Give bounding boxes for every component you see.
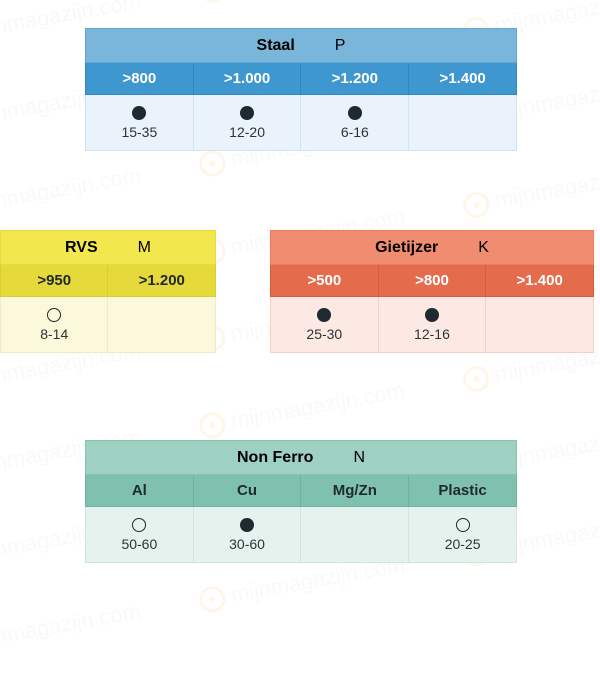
col-header: >1.400 <box>409 63 517 95</box>
value-cell: 25-30 <box>271 297 379 353</box>
value-cell: 15-35 <box>86 95 194 151</box>
title-text: Gietijzer <box>375 239 438 256</box>
dot-empty-icon <box>132 518 146 532</box>
col-header: >1.200 <box>108 265 216 297</box>
table-staal: Staal P >800>1.000>1.200>1.400 15-35 12-20 6-… <box>85 28 517 151</box>
col-header: >1.200 <box>301 63 409 95</box>
title-text: Staal <box>257 37 295 54</box>
range-text: 25-30 <box>306 326 342 342</box>
value-cell: 12-20 <box>193 95 301 151</box>
col-header: >1.400 <box>486 265 594 297</box>
value-cell <box>486 297 594 353</box>
dot-filled-icon <box>240 518 254 532</box>
col-header: >800 <box>378 265 486 297</box>
range-text: 30-60 <box>229 536 265 552</box>
table-title: Non Ferro N <box>86 441 517 475</box>
col-header: >1.000 <box>193 63 301 95</box>
stage: StaalP>800>1.000>1.200>1.40015-3512-206-… <box>0 0 600 600</box>
title-code: K <box>478 239 489 256</box>
col-header: >500 <box>271 265 379 297</box>
dot-filled-icon <box>240 106 254 120</box>
col-header: >950 <box>1 265 108 297</box>
range-text: 50-60 <box>121 536 157 552</box>
title-text: RVS <box>65 239 98 256</box>
value-cell: 20-25 <box>409 507 517 563</box>
table-rvs: RVS M >950>1.200 8-14 <box>0 230 216 353</box>
col-header: Al <box>86 475 194 507</box>
table-title: Staal P <box>86 29 517 63</box>
value-cell: 12-16 <box>378 297 486 353</box>
range-text: 20-25 <box>445 536 481 552</box>
table-title: RVS M <box>1 231 216 265</box>
title-code: N <box>353 449 365 466</box>
col-header: Cu <box>193 475 301 507</box>
range-text: 12-20 <box>229 124 265 140</box>
dot-filled-icon <box>317 308 331 322</box>
value-cell <box>409 95 517 151</box>
value-cell <box>108 297 216 353</box>
dot-empty-icon <box>47 308 61 322</box>
col-header: Mg/Zn <box>301 475 409 507</box>
range-text: 6-16 <box>341 124 369 140</box>
value-cell: 50-60 <box>86 507 194 563</box>
range-text: 15-35 <box>121 124 157 140</box>
table-nonferro: Non Ferro N AlCuMg/ZnPlastic 50-60 30-60 20-2… <box>85 440 517 563</box>
table-gietijzer: Gietijzer K >500>800>1.400 25-30 12-16 <box>270 230 594 353</box>
range-text: 8-14 <box>40 326 68 342</box>
dot-filled-icon <box>132 106 146 120</box>
watermark-text: mijnmagazijn.com <box>0 599 143 662</box>
col-header: >800 <box>86 63 194 95</box>
value-cell: 8-14 <box>1 297 108 353</box>
range-text: 12-16 <box>414 326 450 342</box>
value-cell: 30-60 <box>193 507 301 563</box>
title-text: Non Ferro <box>237 449 313 466</box>
value-cell: 6-16 <box>301 95 409 151</box>
title-code: M <box>138 239 151 256</box>
dot-filled-icon <box>348 106 362 120</box>
title-code: P <box>335 37 346 54</box>
table-title: Gietijzer K <box>271 231 594 265</box>
dot-empty-icon <box>456 518 470 532</box>
dot-filled-icon <box>425 308 439 322</box>
value-cell <box>301 507 409 563</box>
col-header: Plastic <box>409 475 517 507</box>
